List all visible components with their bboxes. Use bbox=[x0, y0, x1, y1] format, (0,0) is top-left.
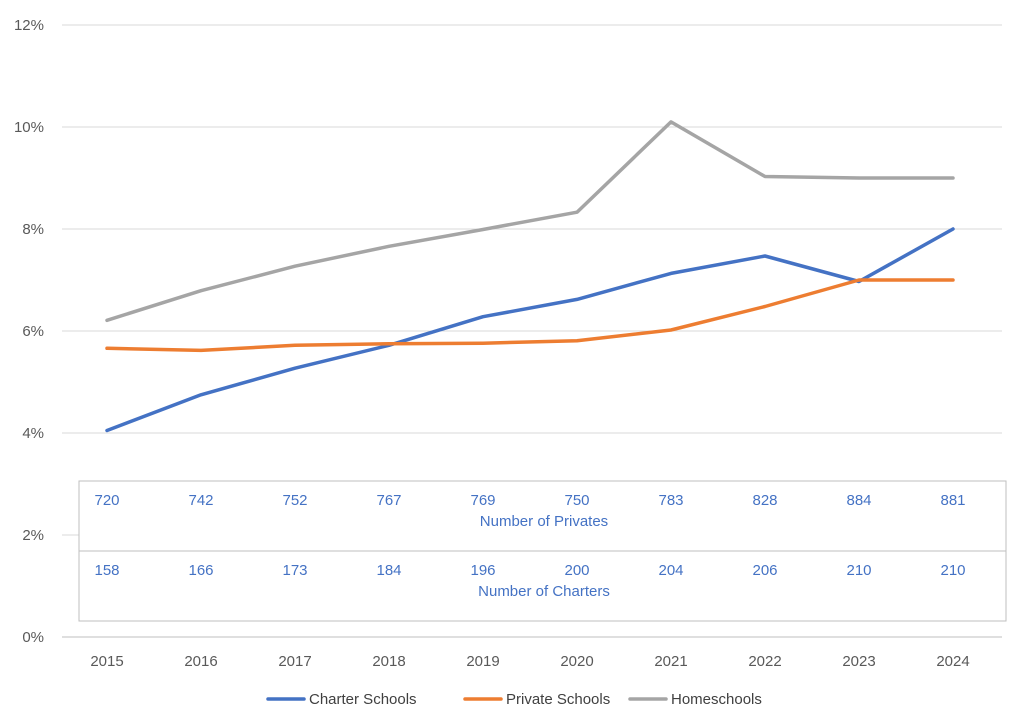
legend-label: Homeschools bbox=[671, 691, 762, 708]
x-tick-label: 2021 bbox=[654, 653, 687, 670]
data-table-value: 750 bbox=[564, 492, 589, 509]
x-tick-label: 2015 bbox=[90, 653, 123, 670]
data-table-value: 828 bbox=[752, 492, 777, 509]
y-tick-label: 0% bbox=[22, 629, 44, 646]
data-table-value: 206 bbox=[752, 562, 777, 579]
data-table-value: 204 bbox=[658, 562, 683, 579]
data-table-value: 200 bbox=[564, 562, 589, 579]
y-tick-label: 12% bbox=[14, 17, 44, 34]
y-tick-label: 10% bbox=[14, 119, 44, 136]
data-table-value: 881 bbox=[940, 492, 965, 509]
data-table-value: 752 bbox=[282, 492, 307, 509]
x-tick-label: 2017 bbox=[278, 653, 311, 670]
data-table-value: 769 bbox=[470, 492, 495, 509]
legend-label: Charter Schools bbox=[309, 691, 417, 708]
x-tick-label: 2018 bbox=[372, 653, 405, 670]
data-table-label: Number of Charters bbox=[478, 583, 610, 600]
series-line-homeschools bbox=[105, 120, 955, 323]
data-table-value: 158 bbox=[94, 562, 119, 579]
data-table-value: 210 bbox=[846, 562, 871, 579]
data-table-value: 884 bbox=[846, 492, 871, 509]
y-tick-label: 8% bbox=[22, 221, 44, 238]
x-tick-label: 2022 bbox=[748, 653, 781, 670]
data-table-value: 742 bbox=[188, 492, 213, 509]
data-table-value: 720 bbox=[94, 492, 119, 509]
series-line-private-schools bbox=[105, 278, 955, 353]
legend-label: Private Schools bbox=[506, 691, 610, 708]
data-table-value: 210 bbox=[940, 562, 965, 579]
y-tick-label: 4% bbox=[22, 425, 44, 442]
data-table-value: 166 bbox=[188, 562, 213, 579]
data-table-value: 196 bbox=[470, 562, 495, 579]
data-table-value: 783 bbox=[658, 492, 683, 509]
y-tick-label: 6% bbox=[22, 323, 44, 340]
x-tick-label: 2024 bbox=[936, 653, 969, 670]
x-tick-label: 2019 bbox=[466, 653, 499, 670]
series-line-charter-schools bbox=[105, 227, 955, 433]
data-table-value: 173 bbox=[282, 562, 307, 579]
data-table-box bbox=[78, 550, 1007, 622]
data-table-value: 767 bbox=[376, 492, 401, 509]
x-tick-label: 2023 bbox=[842, 653, 875, 670]
x-tick-label: 2016 bbox=[184, 653, 217, 670]
x-tick-label: 2020 bbox=[560, 653, 593, 670]
data-table-label: Number of Privates bbox=[480, 513, 608, 530]
data-table-value: 184 bbox=[376, 562, 401, 579]
y-tick-label: 2% bbox=[22, 527, 44, 544]
